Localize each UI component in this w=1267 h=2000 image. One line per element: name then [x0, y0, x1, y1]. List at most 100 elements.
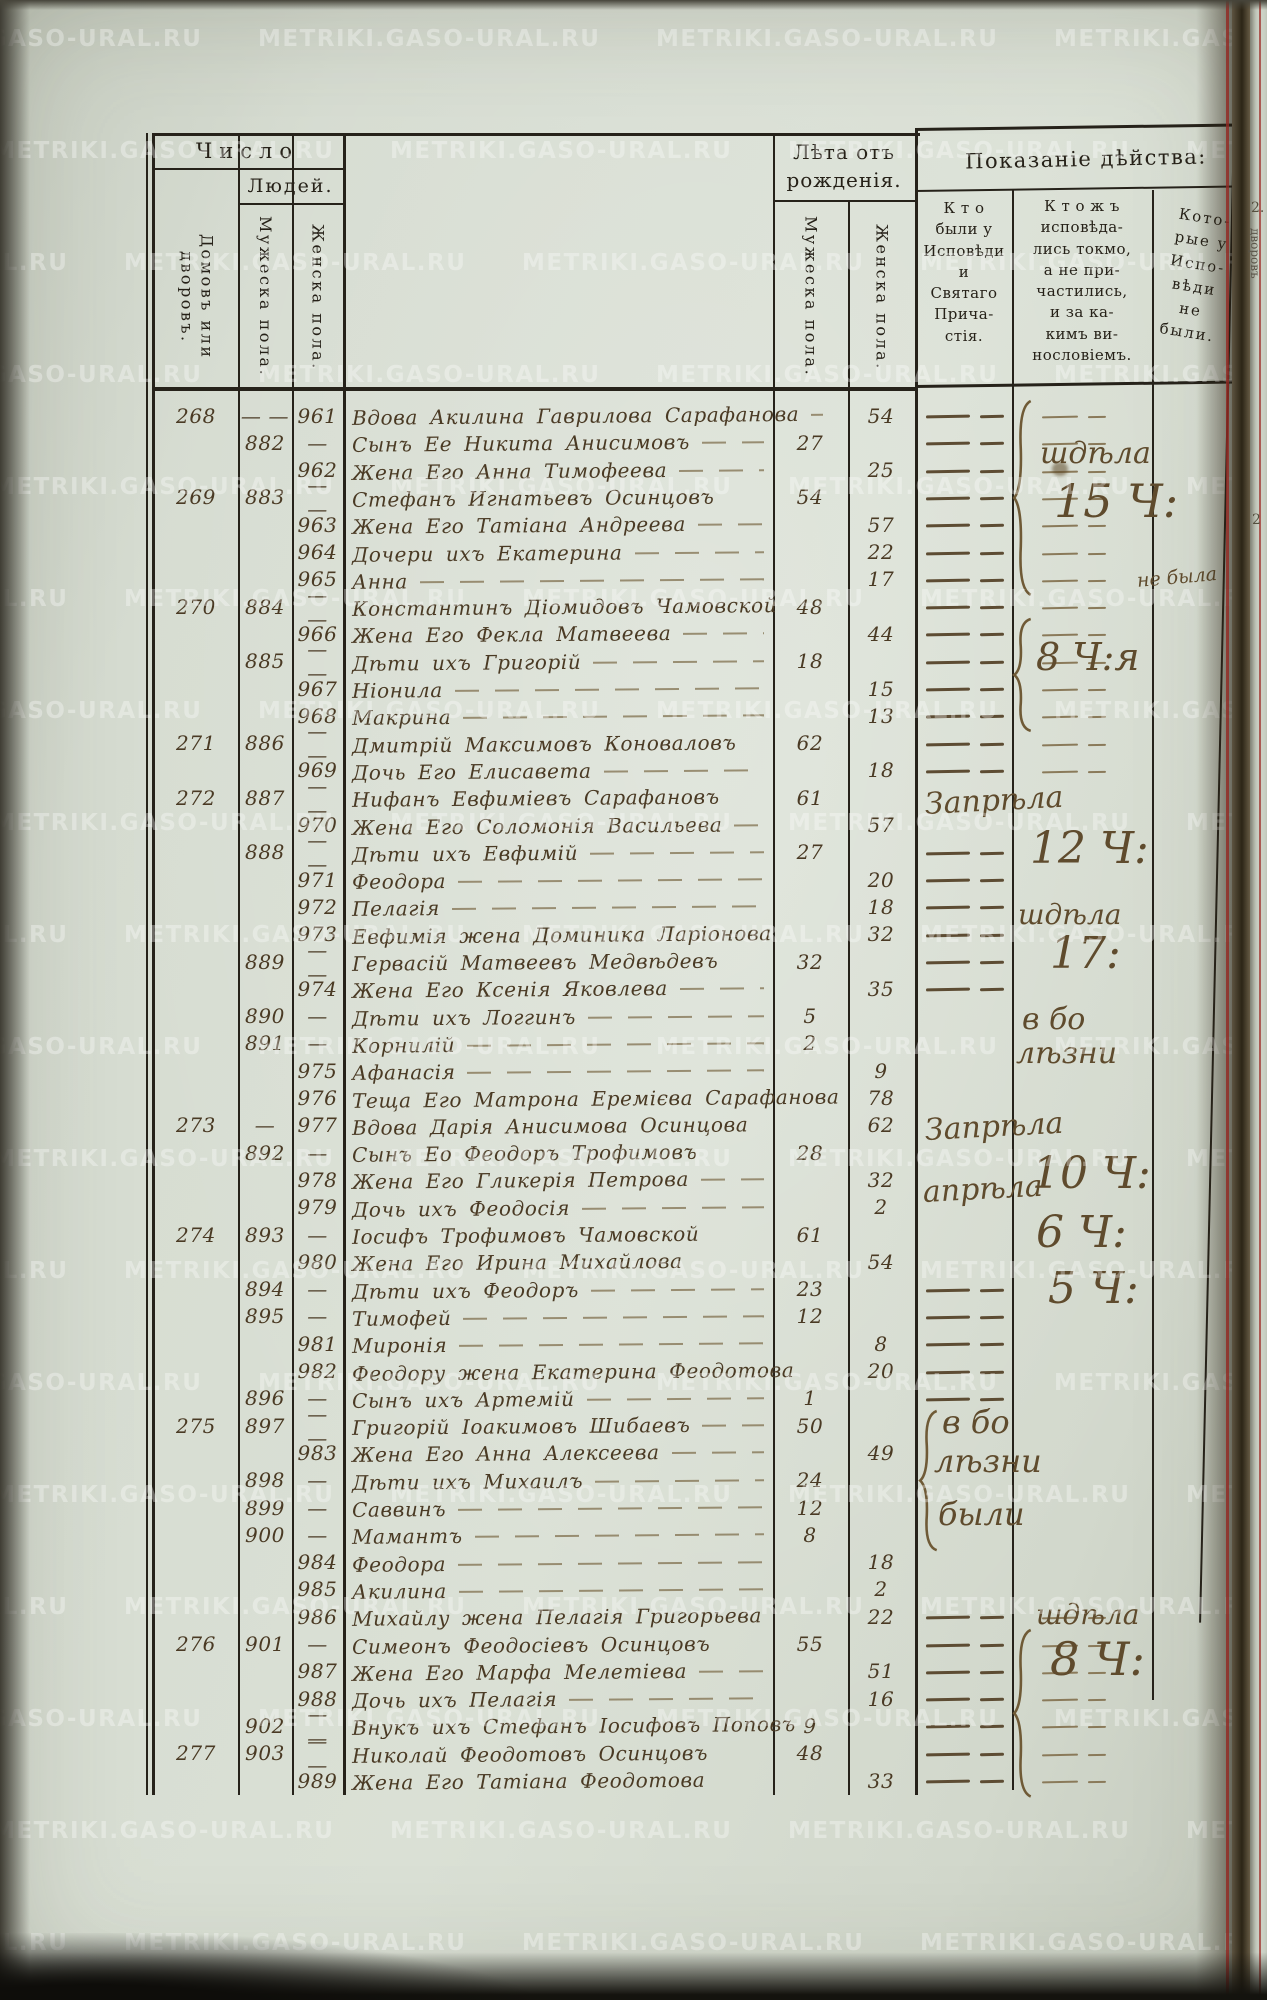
margin-annotation: в бо [1022, 1001, 1086, 1037]
person-name: Жена Его Татіана Феодотова [351, 1767, 706, 1795]
name-filler-dashes [699, 1669, 765, 1673]
name-filler-dashes [702, 1423, 765, 1427]
ditto-mark-communed [979, 878, 1005, 883]
male-age: 9 [803, 1713, 817, 1738]
person-name: Григорій Іоакимовъ Шибаевъ [352, 1410, 770, 1441]
archive-watermark: METRIKI.GASO-URAL.RU [522, 250, 865, 276]
archive-watermark: METRIKI.GASO-URAL.RU [390, 138, 733, 164]
name-filler-dashes [474, 1533, 765, 1538]
archive-watermark: METRIKI.GASO-URAL.RU [656, 1370, 999, 1396]
female-age: 25 [867, 458, 895, 483]
margin-annotation: были [938, 1495, 1025, 1533]
female-serial-number: 975 [297, 1058, 338, 1083]
archive-watermark: METRIKI.GASO-URAL.RU [124, 586, 467, 612]
female-age: 13 [867, 703, 895, 728]
female-serial-number: 961 [297, 403, 338, 428]
ditto-mark-communed [979, 1752, 1005, 1756]
person-name: Феодора [352, 1547, 770, 1578]
archive-watermark: METRIKI.GASO-URAL.RU [258, 1370, 601, 1396]
archive-watermark: METRIKI.GASO-URAL.RU [390, 1482, 733, 1508]
person-name: Дочери ихъ Екатерина [352, 537, 770, 568]
archive-watermark: METRIKI.GASO-URAL.RU [656, 1706, 999, 1732]
female-serial-number: 973 [297, 922, 338, 947]
name-filler-dashes [671, 1451, 765, 1454]
person-name: Пелагія [352, 892, 770, 923]
female-serial-number: 962 [297, 458, 338, 483]
name-filler-dashes [454, 686, 765, 692]
female-serial-number: 981 [297, 1331, 338, 1356]
table-line [238, 203, 343, 205]
margin-annotation: шдѣла [1018, 897, 1122, 931]
male-serial-number: 895 [245, 1304, 285, 1329]
female-serial-number: 979 [297, 1195, 338, 1220]
male-age: 48 [796, 1741, 824, 1766]
archive-watermark: METRIKI.GASO-URAL.RU [390, 474, 733, 500]
margin-annotation: лѣзни [1016, 1035, 1118, 1071]
column-label-confessed-communed: К т о были у Исповѣди и Святаго Прича-стія. [923, 199, 1005, 345]
male-serial-number: — [254, 1113, 276, 1138]
female-serial-number: 989 [297, 1768, 338, 1793]
ditto-mark-communed [979, 578, 1005, 583]
table-line [152, 168, 343, 170]
table-line [773, 200, 915, 202]
female-age: 18 [867, 894, 895, 919]
archive-watermark: METRIKI.GASO-URAL.RU [522, 1258, 865, 1284]
column-label-male-age: Мужеска пола. [801, 216, 821, 378]
ditto-mark-confessed-only [1087, 579, 1107, 582]
archive-watermark: METRIKI.GASO-URAL.RU [788, 1146, 1131, 1172]
scan-edge-left [0, 0, 30, 2000]
female-age: 8 [874, 1331, 888, 1356]
margin-annotation: 15 Ч: [1054, 473, 1179, 528]
table-line [773, 133, 775, 1795]
person-name: Жена Его Марфа Мелетіева [352, 1656, 770, 1687]
person-name: Дмитрій Максимовъ Коноваловъ [351, 729, 737, 757]
female-serial-number: — [307, 1468, 328, 1493]
name-filler-dashes [419, 577, 765, 583]
header-leta-line1: Лѣта отъ [793, 140, 895, 164]
ditto-mark-communed [979, 1315, 1005, 1320]
ditto-mark-communed [925, 551, 971, 555]
male-serial-number: 902 [245, 1713, 285, 1738]
name-filler-dashes [451, 905, 765, 910]
female-age: 62 [867, 1113, 895, 1138]
female-serial-number: 977 [297, 1113, 338, 1138]
margin-annotation: 6 Ч: [1036, 1206, 1127, 1258]
female-age: 33 [867, 1768, 895, 1793]
female-age: 9 [874, 1058, 888, 1083]
table-line [1012, 190, 1014, 1790]
person-name: Жена Его Анна Алексеева [352, 1438, 770, 1469]
female-serial-number: — — [307, 1401, 328, 1450]
female-serial-number: 965 [297, 567, 338, 592]
facing-page-number-1: 2. [1251, 200, 1265, 216]
name-filler-dashes [679, 987, 765, 990]
female-age: 35 [867, 976, 895, 1001]
male-age: 32 [796, 949, 824, 974]
archive-watermark: METRIKI.GASO-URAL.RU [0, 1482, 335, 1508]
male-serial-number: 882 [245, 430, 285, 455]
archive-watermark: METRIKI.GASO-URAL.RU [0, 1034, 203, 1060]
name-filler-dashes [582, 1205, 765, 1210]
female-age: 15 [867, 676, 895, 701]
table-line [152, 387, 915, 391]
margin-annotation: Запрѣла [924, 1105, 1065, 1148]
table-line [848, 200, 850, 1795]
female-serial-number: 970 [297, 813, 338, 837]
female-serial-number: — [307, 1304, 328, 1329]
name-filler-dashes [590, 850, 765, 855]
ditto-mark-communed [979, 1643, 1005, 1647]
name-filler-dashes [467, 1068, 765, 1074]
margin-annotation: 12 Ч: [1030, 822, 1149, 874]
name-filler-dashes [811, 413, 824, 416]
male-serial-number: 883 [245, 485, 285, 510]
person-name: Дочь ихъ Феодосія [352, 1192, 770, 1223]
margin-annotation: 8 Ч: [1050, 1631, 1145, 1686]
table-line [343, 133, 346, 1795]
name-filler-dashes [569, 1696, 765, 1701]
margin-annotation: 17: [1050, 927, 1121, 979]
female-serial-number: 969 [297, 758, 338, 783]
ditto-mark-confessed-only [1087, 1753, 1107, 1756]
male-age: 5 [803, 1004, 817, 1029]
female-age: 32 [867, 922, 895, 947]
archive-watermark: METRIKI.GASO-URAL.RU [0, 474, 335, 500]
female-age: 49 [867, 1440, 895, 1465]
